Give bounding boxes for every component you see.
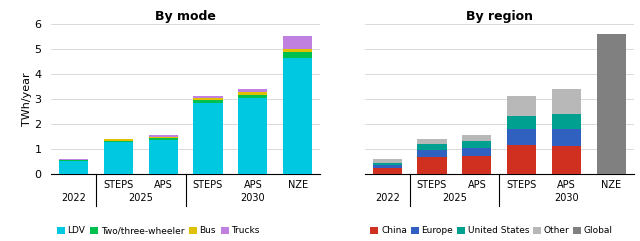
Bar	[507, 145, 536, 174]
Bar	[148, 135, 178, 137]
Bar	[193, 98, 223, 100]
Bar	[59, 159, 88, 160]
Text: 2025: 2025	[442, 193, 467, 203]
Legend: LDV, Two/three-wheeler, Bus, Trucks: LDV, Two/three-wheeler, Bus, Trucks	[53, 223, 264, 239]
Bar	[238, 98, 268, 174]
Bar	[59, 161, 88, 174]
Bar	[238, 95, 268, 98]
Bar	[417, 144, 447, 150]
Bar	[59, 160, 88, 161]
Legend: China, Europe, United States, Other, Global: China, Europe, United States, Other, Glo…	[367, 223, 616, 239]
Bar	[596, 33, 626, 174]
Bar	[283, 52, 312, 58]
Title: By region: By region	[466, 10, 532, 23]
Bar	[462, 135, 492, 141]
Text: 2022: 2022	[61, 193, 86, 203]
Bar	[507, 96, 536, 116]
Bar	[283, 36, 312, 48]
Bar	[238, 89, 268, 92]
Bar	[104, 141, 133, 142]
Bar	[148, 137, 178, 138]
Text: 2030: 2030	[554, 193, 579, 203]
Bar	[552, 146, 581, 174]
Bar	[193, 103, 223, 174]
Bar	[148, 140, 178, 174]
Text: 2030: 2030	[241, 193, 265, 203]
Bar	[462, 156, 492, 174]
Bar	[104, 142, 133, 174]
Bar	[417, 150, 447, 157]
Title: By mode: By mode	[155, 10, 216, 23]
Bar	[462, 141, 492, 148]
Bar	[283, 48, 312, 52]
Bar	[193, 96, 223, 98]
Bar	[507, 129, 536, 145]
Text: 2025: 2025	[129, 193, 153, 203]
Bar	[238, 92, 268, 95]
Bar	[417, 157, 447, 174]
Bar	[372, 159, 402, 163]
Bar	[417, 139, 447, 144]
Bar	[148, 138, 178, 140]
Bar	[552, 114, 581, 129]
Y-axis label: TWh/year: TWh/year	[22, 72, 31, 126]
Bar	[104, 139, 133, 141]
Bar	[193, 100, 223, 103]
Bar	[372, 165, 402, 168]
Text: 2022: 2022	[375, 193, 399, 203]
Bar	[372, 163, 402, 165]
Bar	[552, 89, 581, 114]
Bar	[552, 129, 581, 146]
Bar	[283, 58, 312, 174]
Bar	[372, 168, 402, 174]
Bar	[462, 148, 492, 156]
Bar	[507, 116, 536, 129]
